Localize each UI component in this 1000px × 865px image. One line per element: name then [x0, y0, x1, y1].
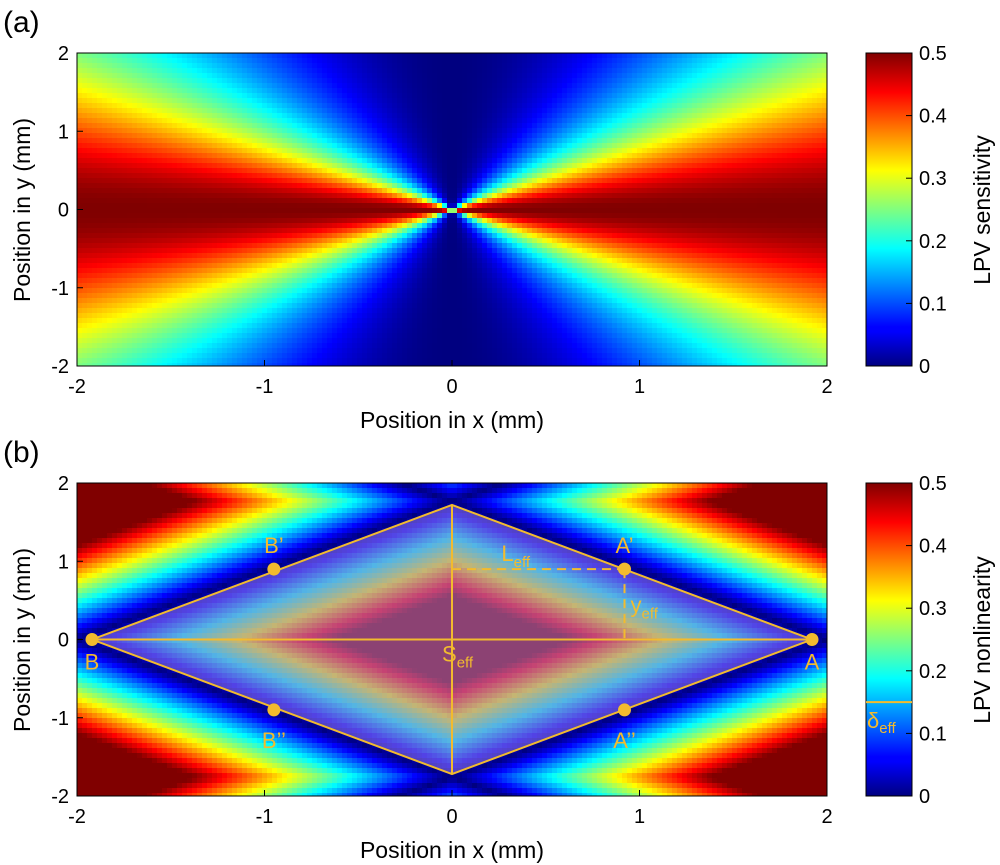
colorbar-ticks-a: 0 0.1 0.2 0.3 0.4 0.5	[906, 43, 947, 378]
colorbar-b	[865, 482, 913, 797]
axis-ticks-a: -2 -1 0 1 2 -2 -1 0 1 2	[51, 43, 832, 398]
x-tick-label: 1	[634, 376, 645, 398]
colorbar-tick-label: 0.3	[919, 168, 947, 190]
heatmap-a	[77, 53, 827, 366]
colorbar-label-b: LPV nonlinearity	[969, 556, 995, 724]
effective-region-overlay: B B’ B’’ A A’ A’’ Leff yeff Seff	[85, 503, 820, 776]
colorbar-tick-label: 0	[919, 356, 930, 378]
colorbar-tick-label: 0	[919, 786, 930, 808]
x-tick-label: 0	[446, 806, 457, 828]
point-marker	[85, 633, 99, 646]
colorbar-tick-label: 0.4	[919, 106, 947, 128]
y-tick-label: 0	[58, 200, 69, 222]
y-tick-label: 0	[58, 630, 69, 652]
y-tick-label: -2	[51, 786, 69, 808]
point-label: A’’	[613, 728, 635, 753]
x-tick-label: 2	[821, 376, 832, 398]
y-tick-label: -1	[51, 708, 69, 730]
y-tick-label: -1	[51, 278, 69, 300]
annotation-label: Leff	[501, 541, 530, 571]
x-tick-label: -1	[256, 806, 274, 828]
colorbar-tick-label: 0.4	[919, 536, 947, 558]
colorbar-tick-label: 0.2	[919, 231, 947, 253]
point-marker	[618, 562, 631, 576]
colorbar-tick-label: 0.5	[919, 473, 947, 495]
x-axis-label-a: Position in x (mm)	[360, 407, 544, 433]
annotation-label: yeff	[631, 593, 659, 623]
y-tick-label: -2	[51, 356, 69, 378]
y-tick-label: 1	[58, 551, 69, 573]
x-tick-label: 0	[446, 376, 457, 398]
colorbar-tick-label: 0.2	[919, 661, 947, 683]
y-tick-label: 2	[58, 43, 69, 65]
x-tick-label: -1	[256, 376, 274, 398]
colorbar-a	[865, 52, 913, 367]
colorbar-ticks-b: 0 0.1 0.2 0.3 0.4 0.5	[906, 473, 947, 808]
y-tick-label: 2	[58, 473, 69, 495]
y-axis-label-a: Position in y (mm)	[9, 118, 35, 302]
axis-ticks-b: -2 -1 0 1 2 -2 -1 0 1 2	[51, 473, 832, 828]
x-tick-label: 2	[821, 806, 832, 828]
x-tick-label: 1	[634, 806, 645, 828]
colorbar-tick-label: 0.3	[919, 598, 947, 620]
threshold-label: δeff	[867, 708, 896, 737]
point-label: B	[85, 650, 100, 675]
point-label: B’’	[262, 728, 286, 753]
x-axis-label-b: Position in x (mm)	[360, 837, 544, 863]
point-label: A	[805, 650, 820, 675]
panel-label-a: (a)	[3, 6, 40, 39]
point-label: A’	[616, 533, 634, 558]
y-tick-label: 1	[58, 121, 69, 143]
colorbar-label-a: LPV sensitivity	[969, 135, 995, 285]
point-marker	[267, 562, 281, 576]
panel-label-b: (b)	[3, 436, 40, 469]
point-marker	[618, 703, 631, 717]
colorbar-tick-label: 0.1	[919, 293, 947, 315]
annotation-label: Seff	[442, 642, 474, 672]
y-axis-label-b: Position in y (mm)	[9, 548, 35, 732]
colorbar-tick-label: 0.1	[919, 723, 947, 745]
colorbar-threshold-marker: δeff	[866, 701, 912, 737]
point-label: B’	[264, 533, 284, 558]
x-tick-label: -2	[68, 806, 86, 828]
x-tick-label: -2	[68, 376, 86, 398]
point-marker	[267, 703, 281, 717]
colorbar-tick-label: 0.5	[919, 43, 947, 65]
point-marker	[805, 633, 819, 646]
